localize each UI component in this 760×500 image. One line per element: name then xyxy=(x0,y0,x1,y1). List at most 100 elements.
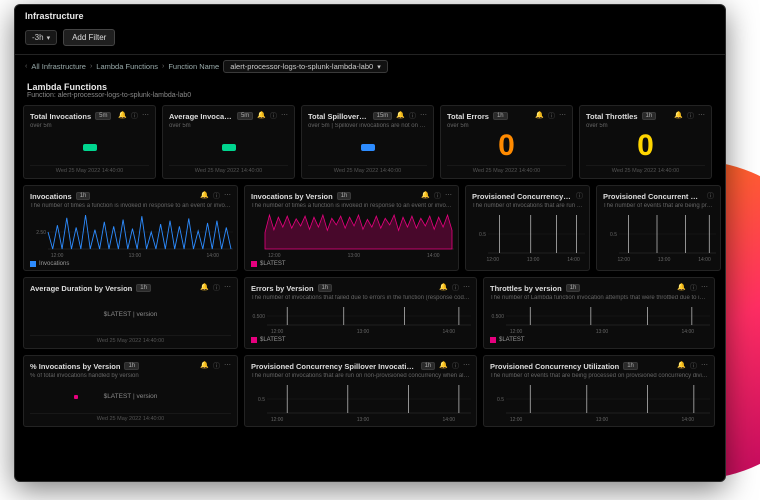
bell-icon[interactable]: 🔔 xyxy=(677,283,686,293)
time-pill: 1h xyxy=(337,192,352,200)
panel-throttles-version: Throttles by version 1h 🔔ⓘ⋯ The number o… xyxy=(483,277,715,349)
chevron-down-icon: ▾ xyxy=(47,34,51,42)
time-pill: 1h xyxy=(318,284,333,292)
value-bar xyxy=(222,144,236,151)
big-number: 0 xyxy=(498,129,515,163)
section-title: Lambda Functions xyxy=(27,82,713,92)
more-icon[interactable]: ⋯ xyxy=(701,361,708,371)
more-icon[interactable]: ⋯ xyxy=(224,283,231,293)
svg-text:12:00: 12:00 xyxy=(486,257,499,263)
panel-body: 0 xyxy=(586,129,705,163)
panel-body xyxy=(169,131,288,163)
bell-icon[interactable]: 🔔 xyxy=(421,191,430,201)
function-select[interactable]: alert-processor-logs-to-splunk-lambda-la… xyxy=(223,60,388,73)
legend-swatch xyxy=(490,337,496,343)
add-filter-button[interactable]: Add Filter xyxy=(63,29,115,46)
info-icon[interactable]: ⓘ xyxy=(452,361,459,371)
panel-total-spillover-invocations: Total Spillover Invocations 15m 🔔ⓘ⋯ over… xyxy=(301,105,434,179)
panel-subtitle: The number of times a function is invoke… xyxy=(251,203,452,209)
dashboard-app: Infrastructure -3h ▾ Add Filter ‹ All In… xyxy=(14,4,726,482)
panel-timestamp: Wed 25 May 2022 14:40:00 xyxy=(30,165,149,175)
legend-label: $LATEST xyxy=(260,261,286,267)
chart-errors-version: 0.50012:0013:0014:00 xyxy=(251,303,473,335)
big-number: 0 xyxy=(637,129,654,163)
panel-body xyxy=(30,131,149,163)
time-pill: 5m xyxy=(237,112,253,120)
panel-title: Throttles by version xyxy=(490,284,562,293)
panel-title: % Invocations by Version xyxy=(30,362,120,371)
breadcrumb-root[interactable]: All Infrastructure xyxy=(31,62,86,71)
info-icon[interactable]: ⓘ xyxy=(690,361,697,371)
svg-text:0.5: 0.5 xyxy=(610,232,617,238)
panel-subtitle: over 5m xyxy=(447,123,566,127)
info-icon[interactable]: ⓘ xyxy=(707,191,714,201)
panel-errors-version: Errors by Version 1h 🔔ⓘ⋯ The number of i… xyxy=(244,277,477,349)
bell-icon[interactable]: 🔔 xyxy=(674,111,683,121)
info-icon[interactable]: ⓘ xyxy=(452,283,459,293)
bell-icon[interactable]: 🔔 xyxy=(439,361,448,371)
panel-subtitle: % of total invocations handled by versio… xyxy=(30,373,231,379)
bell-icon[interactable]: 🔔 xyxy=(535,111,544,121)
panel-subtitle: over 5m xyxy=(169,123,288,129)
time-pill: 15m xyxy=(373,112,393,120)
panel-title: Provisioned Concurrent Executions by Ver… xyxy=(603,192,703,201)
time-pill: 1h xyxy=(642,112,657,120)
info-icon[interactable]: ⓘ xyxy=(213,361,220,371)
svg-text:13:00: 13:00 xyxy=(357,417,370,423)
bell-icon[interactable]: 🔔 xyxy=(200,191,209,201)
info-icon[interactable]: ⓘ xyxy=(548,111,555,121)
panel-subtitle: over 5m xyxy=(30,123,149,129)
more-icon[interactable]: ⋯ xyxy=(224,191,231,201)
panel-body: 0 xyxy=(447,129,566,163)
panel-prov-spillover-version: Provisioned Concurrency Spillover Invoca… xyxy=(244,355,477,427)
chevron-left-icon[interactable]: ‹ xyxy=(25,63,27,70)
info-icon[interactable]: ⓘ xyxy=(687,111,694,121)
svg-text:13:00: 13:00 xyxy=(658,257,671,263)
breadcrumb: ‹ All Infrastructure › Lambda Functions … xyxy=(15,55,725,78)
more-icon[interactable]: ⋯ xyxy=(463,283,470,293)
time-range-selector[interactable]: -3h ▾ xyxy=(25,30,57,45)
more-icon[interactable]: ⋯ xyxy=(420,111,427,121)
more-icon[interactable]: ⋯ xyxy=(463,361,470,371)
breadcrumb-level3: Function Name xyxy=(168,62,219,71)
more-icon[interactable]: ⋯ xyxy=(445,191,452,201)
bell-icon[interactable]: 🔔 xyxy=(118,111,127,121)
more-icon[interactable]: ⋯ xyxy=(281,111,288,121)
info-icon[interactable]: ⓘ xyxy=(434,191,441,201)
bell-icon[interactable]: 🔔 xyxy=(200,361,209,371)
panel-subtitle: The number of events that are being proc… xyxy=(603,203,714,209)
info-icon[interactable]: ⓘ xyxy=(576,191,583,201)
more-icon[interactable]: ⋯ xyxy=(142,111,149,121)
bell-icon[interactable]: 🔔 xyxy=(439,283,448,293)
panel-subtitle: The number of events that are being proc… xyxy=(490,373,708,379)
panel-title: Average Duration by Version xyxy=(30,284,132,293)
breadcrumb-level2[interactable]: Lambda Functions xyxy=(96,62,158,71)
svg-text:13:00: 13:00 xyxy=(596,417,609,423)
bell-icon[interactable]: 🔔 xyxy=(396,111,405,121)
info-icon[interactable]: ⓘ xyxy=(270,111,277,121)
time-pill: 1h xyxy=(493,112,508,120)
info-icon[interactable]: ⓘ xyxy=(690,283,697,293)
chart-prov-utilization: 0.512:0013:0014:00 xyxy=(490,381,712,423)
time-pill: 1h xyxy=(124,362,139,370)
more-icon[interactable]: ⋯ xyxy=(701,283,708,293)
info-icon[interactable]: ⓘ xyxy=(131,111,138,121)
info-icon[interactable]: ⓘ xyxy=(213,283,220,293)
svg-text:13:00: 13:00 xyxy=(527,257,540,263)
panel-title: Total Spillover Invocations xyxy=(308,112,369,121)
more-icon[interactable]: ⋯ xyxy=(559,111,566,121)
more-icon[interactable]: ⋯ xyxy=(698,111,705,121)
more-icon[interactable]: ⋯ xyxy=(224,361,231,371)
info-icon[interactable]: ⓘ xyxy=(213,191,220,201)
bell-icon[interactable]: 🔔 xyxy=(677,361,686,371)
panel-subtitle: The number of invocations that are run o… xyxy=(251,373,470,379)
bell-icon[interactable]: 🔔 xyxy=(257,111,266,121)
bell-icon[interactable]: 🔔 xyxy=(200,283,209,293)
panel-title: Total Invocations xyxy=(30,112,91,121)
panel-total-invocations: Total Invocations 5m 🔔ⓘ⋯ over 5m Wed 25 … xyxy=(23,105,156,179)
svg-text:14:00: 14:00 xyxy=(698,257,711,263)
panel-subtitle: The number of Lambda function invocation… xyxy=(490,295,708,301)
info-icon[interactable]: ⓘ xyxy=(409,111,416,121)
panel-subtitle: The number of invocations that are run o… xyxy=(472,203,583,209)
svg-text:14:00: 14:00 xyxy=(682,417,695,423)
